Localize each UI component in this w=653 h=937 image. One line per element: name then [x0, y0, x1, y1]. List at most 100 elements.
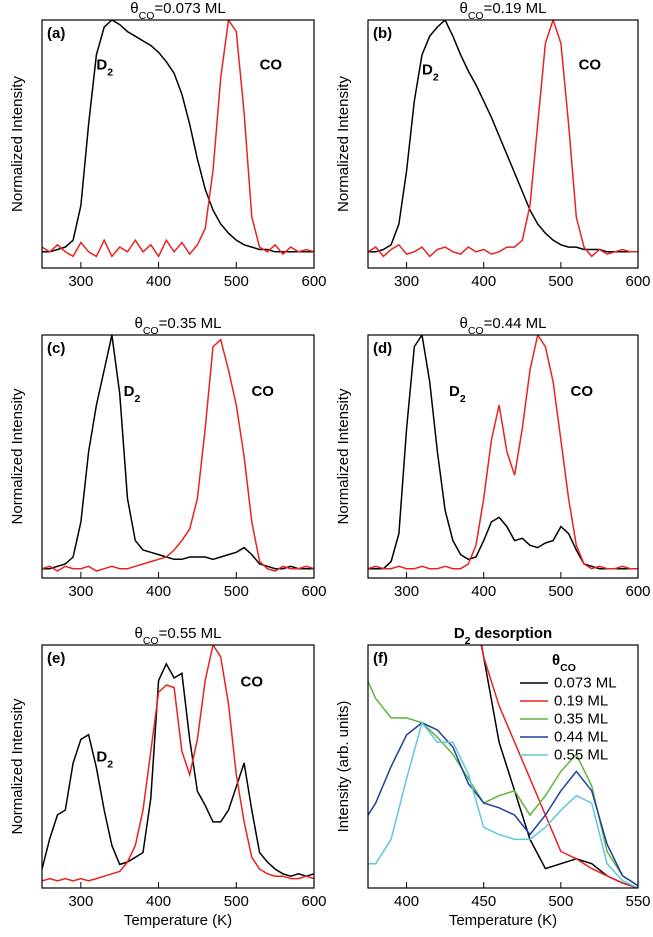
series-line [42, 20, 314, 258]
series-line [368, 721, 638, 888]
x-tick-label: 400 [146, 893, 171, 910]
d2-label: D2 [422, 62, 439, 84]
d2-label-main: D [449, 383, 460, 400]
series-line [42, 338, 314, 572]
x-tick-label: 500 [548, 583, 573, 600]
y-axis-label: Intensity (arb. units) [335, 701, 352, 833]
co-label: CO [241, 673, 264, 690]
panel-label: (e) [47, 650, 65, 667]
d2-label: D2 [96, 57, 113, 79]
panel-title-sub: CO [143, 325, 159, 337]
x-tick-label: 600 [301, 273, 326, 290]
series-line [368, 20, 638, 258]
y-axis-label: Normalized Intensity [9, 76, 26, 212]
x-tick-label: 300 [68, 583, 93, 600]
panel-title: θCO=0.35 ML [134, 315, 221, 337]
legend-title: θCO [552, 652, 576, 674]
d2-label-main: D [96, 57, 107, 74]
series-line [368, 681, 638, 887]
co-label: CO [571, 383, 594, 400]
series-line [42, 335, 314, 570]
plot-frame [367, 334, 639, 579]
y-axis-label: Normalized Intensity [9, 388, 26, 524]
panel-title-main: θ [134, 625, 142, 642]
x-tick-label: 500 [548, 893, 573, 910]
x-tick-label: 400 [471, 583, 496, 600]
co-label: CO [260, 57, 283, 74]
panel-title: θCO=0.55 ML [134, 625, 221, 647]
x-tick-label: 400 [394, 893, 419, 910]
panel-title-sub: CO [468, 325, 484, 337]
plot-frame [41, 19, 315, 269]
plot-frame [367, 19, 639, 269]
panel-title-tail: =0.19 ML [484, 0, 547, 17]
series-line [42, 645, 314, 882]
x-tick-label: 400 [146, 273, 171, 290]
d2-label-sub: 2 [107, 759, 113, 771]
series-line [368, 335, 638, 570]
d2-label-main: D [96, 749, 107, 766]
x-tick-label: 300 [68, 273, 93, 290]
x-tick-label: 300 [394, 583, 419, 600]
series-line [480, 645, 638, 888]
panel-label: (d) [373, 340, 392, 357]
x-tick-label: 600 [625, 583, 650, 600]
co-label: CO [579, 57, 602, 74]
panel-label: (b) [373, 25, 392, 42]
panel-title-tail: =0.44 ML [484, 315, 547, 332]
y-axis-label: Normalized Intensity [9, 698, 26, 834]
series-line [368, 721, 638, 887]
panel-label: (c) [47, 340, 65, 357]
legend-label: 0.19 ML [554, 693, 608, 710]
d2-label-main: D [124, 383, 135, 400]
x-tick-label: 450 [471, 893, 496, 910]
panel-title-main: D [454, 625, 465, 642]
legend-label: 0.55 ML [554, 747, 608, 764]
x-tick-label: 300 [394, 273, 419, 290]
panel-title-sub: CO [468, 10, 484, 22]
panel-title-tail: =0.55 ML [159, 625, 222, 642]
panel-title-main: θ [134, 315, 142, 332]
d2-label: D2 [124, 383, 141, 405]
plot-frame [41, 334, 315, 579]
d2-label: D2 [449, 383, 466, 405]
x-tick-label: 600 [625, 273, 650, 290]
legend-title-sub: CO [560, 662, 576, 674]
d2-label-sub: 2 [107, 67, 113, 79]
x-tick-label: 400 [471, 273, 496, 290]
panel-title-main: θ [130, 0, 138, 17]
panel-title-tail: desorption [471, 625, 553, 642]
x-tick-label: 400 [146, 583, 171, 600]
x-axis-label: Temperature (K) [124, 912, 232, 929]
series-line [42, 662, 314, 877]
legend-label: 0.073 ML [554, 675, 617, 692]
panel-title-main: θ [459, 315, 467, 332]
series-line [368, 20, 638, 253]
panel-title-tail: =0.35 ML [159, 315, 222, 332]
co-label: CO [251, 383, 274, 400]
legend-label: 0.35 ML [554, 711, 608, 728]
panel-title-sub: CO [139, 10, 155, 22]
panel-title-main: θ [459, 0, 467, 17]
panel-title-tail: =0.073 ML [154, 0, 225, 17]
legend-label: 0.44 ML [554, 729, 608, 746]
panel-title: θCO=0.073 ML [130, 0, 225, 22]
x-tick-label: 300 [68, 893, 93, 910]
series-line [368, 335, 638, 570]
panel-label: (f) [373, 650, 388, 667]
x-tick-label: 500 [224, 273, 249, 290]
x-axis-label: Temperature (K) [449, 912, 557, 929]
series-line [480, 645, 638, 888]
y-axis-label: Normalized Intensity [335, 76, 352, 212]
panel-title: D2 desorption [454, 625, 552, 647]
d2-label-main: D [422, 62, 433, 79]
series-line [42, 20, 314, 253]
d2-label-sub: 2 [134, 393, 140, 405]
x-tick-label: 600 [301, 583, 326, 600]
plot-frame [367, 644, 639, 889]
panel-title: θCO=0.44 ML [459, 315, 546, 337]
x-tick-label: 550 [625, 893, 650, 910]
x-tick-label: 600 [301, 893, 326, 910]
d2-label-sub: 2 [460, 393, 466, 405]
